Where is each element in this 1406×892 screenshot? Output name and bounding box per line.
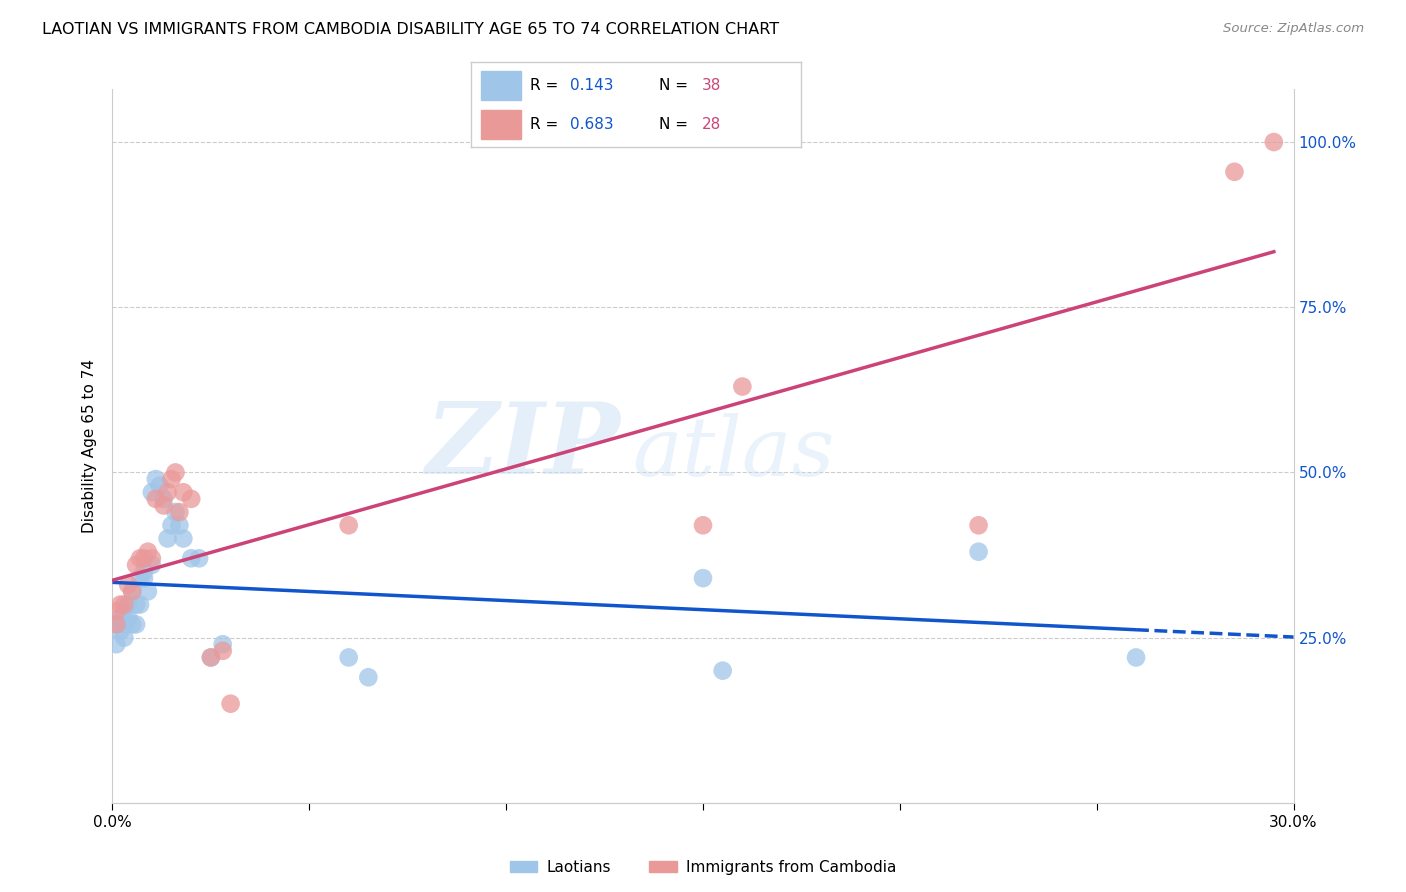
Point	[180, 551, 202, 566]
Point	[112, 598, 135, 612]
Point	[132, 565, 155, 579]
Point	[172, 532, 194, 546]
Point	[132, 551, 155, 566]
Text: N =: N =	[659, 117, 693, 132]
Point	[121, 617, 143, 632]
Point	[165, 466, 187, 480]
Text: Source: ZipAtlas.com: Source: ZipAtlas.com	[1223, 22, 1364, 36]
Text: R =: R =	[530, 117, 564, 132]
Text: 0.143: 0.143	[571, 78, 613, 93]
Point	[112, 617, 135, 632]
Point	[169, 518, 191, 533]
Point	[129, 571, 152, 585]
Point	[169, 505, 191, 519]
Point	[967, 518, 990, 533]
Point	[152, 499, 174, 513]
Point	[156, 485, 179, 500]
Point	[125, 598, 148, 612]
Point	[211, 637, 233, 651]
Bar	[481, 71, 520, 100]
Point	[172, 485, 194, 500]
Point	[141, 551, 163, 566]
Point	[337, 650, 360, 665]
Text: LAOTIAN VS IMMIGRANTS FROM CAMBODIA DISABILITY AGE 65 TO 74 CORRELATION CHART: LAOTIAN VS IMMIGRANTS FROM CAMBODIA DISA…	[42, 22, 779, 37]
Point	[200, 650, 222, 665]
Point	[121, 584, 143, 599]
Point	[129, 598, 152, 612]
Point	[141, 485, 163, 500]
Point	[692, 518, 714, 533]
Point	[711, 664, 734, 678]
Point	[219, 697, 242, 711]
Point	[188, 551, 211, 566]
Point	[357, 670, 380, 684]
Point	[136, 584, 159, 599]
Point	[110, 598, 132, 612]
Point	[117, 611, 139, 625]
Point	[160, 518, 183, 533]
Y-axis label: Disability Age 65 to 74: Disability Age 65 to 74	[82, 359, 97, 533]
Legend: Laotians, Immigrants from Cambodia: Laotians, Immigrants from Cambodia	[503, 854, 903, 880]
Point	[132, 571, 155, 585]
Point	[149, 478, 172, 492]
Point	[731, 379, 754, 393]
Text: R =: R =	[530, 78, 564, 93]
Point	[141, 558, 163, 572]
Point	[211, 644, 233, 658]
Point	[160, 472, 183, 486]
Point	[692, 571, 714, 585]
Point	[112, 604, 135, 618]
Point	[125, 558, 148, 572]
Point	[152, 491, 174, 506]
Text: 38: 38	[703, 78, 721, 93]
Point	[105, 637, 128, 651]
Text: 28: 28	[703, 117, 721, 132]
Point	[967, 545, 990, 559]
Point	[117, 598, 139, 612]
Point	[110, 624, 132, 638]
Point	[145, 491, 167, 506]
Text: N =: N =	[659, 78, 693, 93]
Point	[117, 578, 139, 592]
Text: 0.683: 0.683	[571, 117, 614, 132]
Point	[145, 472, 167, 486]
Point	[1223, 165, 1246, 179]
Point	[200, 650, 222, 665]
Text: ZIP: ZIP	[426, 398, 620, 494]
Point	[1125, 650, 1147, 665]
Text: atlas: atlas	[633, 413, 835, 493]
Point	[121, 584, 143, 599]
Point	[136, 545, 159, 559]
Point	[1263, 135, 1285, 149]
Point	[105, 617, 128, 632]
Point	[105, 617, 128, 632]
Point	[112, 631, 135, 645]
Point	[110, 611, 132, 625]
Point	[180, 491, 202, 506]
Point	[105, 604, 128, 618]
Point	[156, 532, 179, 546]
Point	[129, 551, 152, 566]
Point	[125, 617, 148, 632]
Point	[337, 518, 360, 533]
Point	[165, 505, 187, 519]
Bar	[481, 110, 520, 139]
